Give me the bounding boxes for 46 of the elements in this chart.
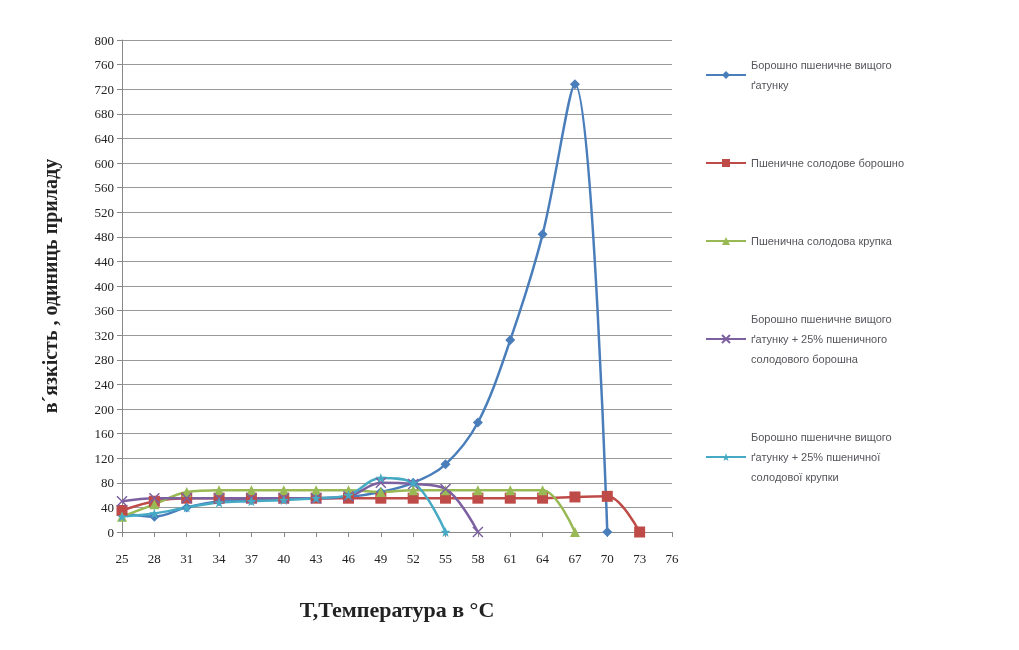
y-tick-label: 520 [94, 204, 114, 220]
y-tick-label: 120 [94, 450, 114, 466]
y-tick-label: 160 [94, 426, 114, 442]
legend-label: Борошно пшеничне вищого ґатунку + 25% пшеничного солодового борошна [751, 313, 895, 365]
x-tick-label: 73 [633, 551, 647, 566]
y-tick-label: 80 [101, 475, 114, 491]
x-tick-label: 40 [277, 551, 291, 566]
y-tick-label: 240 [94, 376, 114, 392]
legend-label: Борошно пшеничне вищого ґатунку [751, 59, 895, 91]
y-tick-label: 280 [94, 352, 114, 368]
x-axis-title: T,Температура в °C [299, 596, 495, 622]
y-tick-label: 360 [94, 303, 114, 319]
x-tick-label: 49 [374, 551, 388, 566]
legend-label: Пшеничне солодове борошно [751, 157, 905, 169]
x-tick-label: 76 [665, 551, 679, 566]
x-tick-label: 52 [406, 551, 420, 566]
y-tick-label: 640 [94, 130, 114, 146]
x-tick-label: 46 [341, 551, 356, 566]
x-tick-label: 70 [600, 551, 614, 566]
y-tick-label: 720 [94, 81, 114, 97]
legend-label: Борошно пшеничне вищого ґатунку + 25% пшеничної солодової крупки [751, 431, 895, 483]
legend-label: Пшенична солодова крупка [751, 235, 893, 247]
x-tick-label: 55 [439, 551, 453, 566]
x-tick-label: 25 [115, 551, 129, 566]
x-tick-label: 64 [536, 551, 550, 566]
x-tick-label: 31 [180, 551, 194, 566]
y-tick-label: 320 [94, 327, 114, 343]
x-tick-label: 61 [503, 551, 517, 566]
x-tick-label: 67 [568, 551, 582, 566]
y-tick-label: 400 [94, 278, 114, 294]
x-tick-label: 34 [212, 551, 227, 566]
x-tick-label: 37 [244, 551, 259, 566]
y-tick-label: 40 [101, 499, 114, 515]
y-tick-label: 560 [94, 180, 114, 196]
x-tick-label: 58 [471, 551, 485, 566]
x-tick-label: 28 [147, 551, 161, 566]
y-tick-label: 800 [94, 32, 114, 48]
y-tick-label: 600 [94, 155, 114, 171]
y-axis-title: в´язкість , одиниць приладу [39, 158, 62, 414]
y-tick-label: 760 [94, 57, 114, 73]
x-tick-label: 43 [309, 551, 323, 566]
y-tick-label: 0 [107, 524, 114, 540]
y-tick-label: 480 [94, 229, 114, 245]
y-tick-label: 680 [94, 106, 114, 122]
y-tick-label: 440 [94, 253, 114, 269]
y-tick-label: 200 [94, 401, 114, 417]
